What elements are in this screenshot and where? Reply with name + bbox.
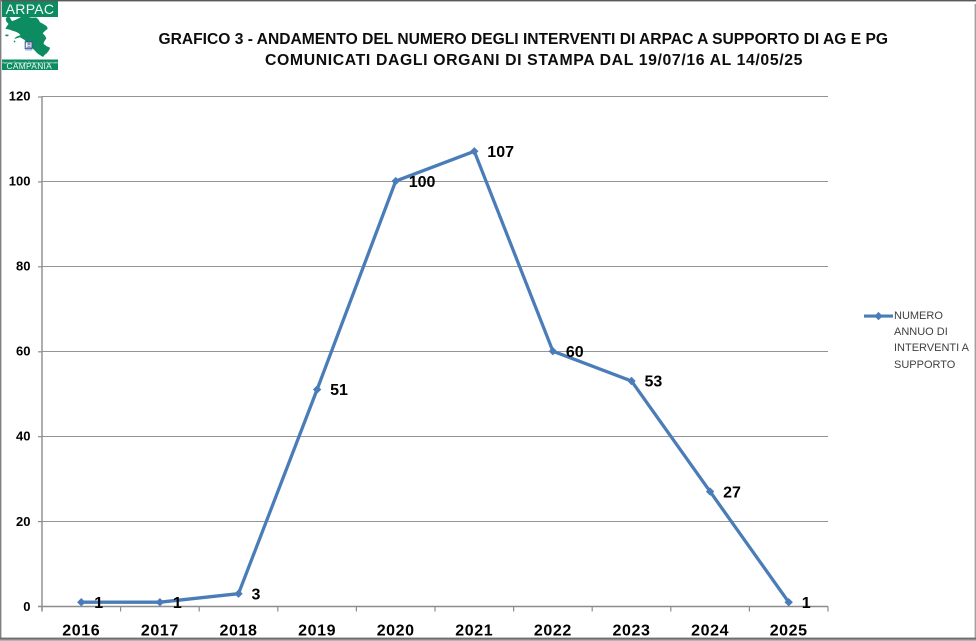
- svg-text:53: 53: [645, 374, 663, 391]
- svg-text:2019: 2019: [298, 623, 336, 640]
- svg-text:1: 1: [173, 595, 182, 612]
- svg-text:20: 20: [16, 514, 30, 529]
- svg-text:51: 51: [330, 382, 348, 399]
- svg-text:2022: 2022: [534, 623, 572, 640]
- svg-text:ARPAC: ARPAC: [6, 1, 55, 17]
- svg-text:60: 60: [566, 344, 584, 361]
- svg-text:27: 27: [723, 484, 741, 501]
- svg-text:1: 1: [94, 595, 103, 612]
- svg-text:2023: 2023: [613, 623, 651, 640]
- svg-text:107: 107: [487, 144, 514, 161]
- svg-text:2025: 2025: [770, 623, 808, 640]
- svg-text:100: 100: [9, 174, 31, 189]
- svg-text:2017: 2017: [141, 623, 179, 640]
- svg-text:CAMPANIA: CAMPANIA: [7, 61, 53, 70]
- svg-text:60: 60: [16, 344, 30, 359]
- svg-text:3: 3: [252, 586, 261, 603]
- svg-text:2020: 2020: [377, 623, 415, 640]
- svg-text:40: 40: [16, 429, 30, 444]
- svg-text:2018: 2018: [220, 623, 258, 640]
- svg-text:100: 100: [409, 174, 436, 191]
- svg-text:2016: 2016: [62, 623, 100, 640]
- svg-text:2024: 2024: [691, 623, 729, 640]
- svg-text:Agenzia Regionale Protezione A: Agenzia Regionale Protezione Ambientale: [2, 60, 58, 64]
- svg-text:80: 80: [16, 259, 30, 274]
- svg-text:2021: 2021: [455, 623, 493, 640]
- svg-text:1: 1: [802, 595, 811, 612]
- svg-text:0: 0: [23, 599, 30, 614]
- svg-text:120: 120: [9, 88, 31, 103]
